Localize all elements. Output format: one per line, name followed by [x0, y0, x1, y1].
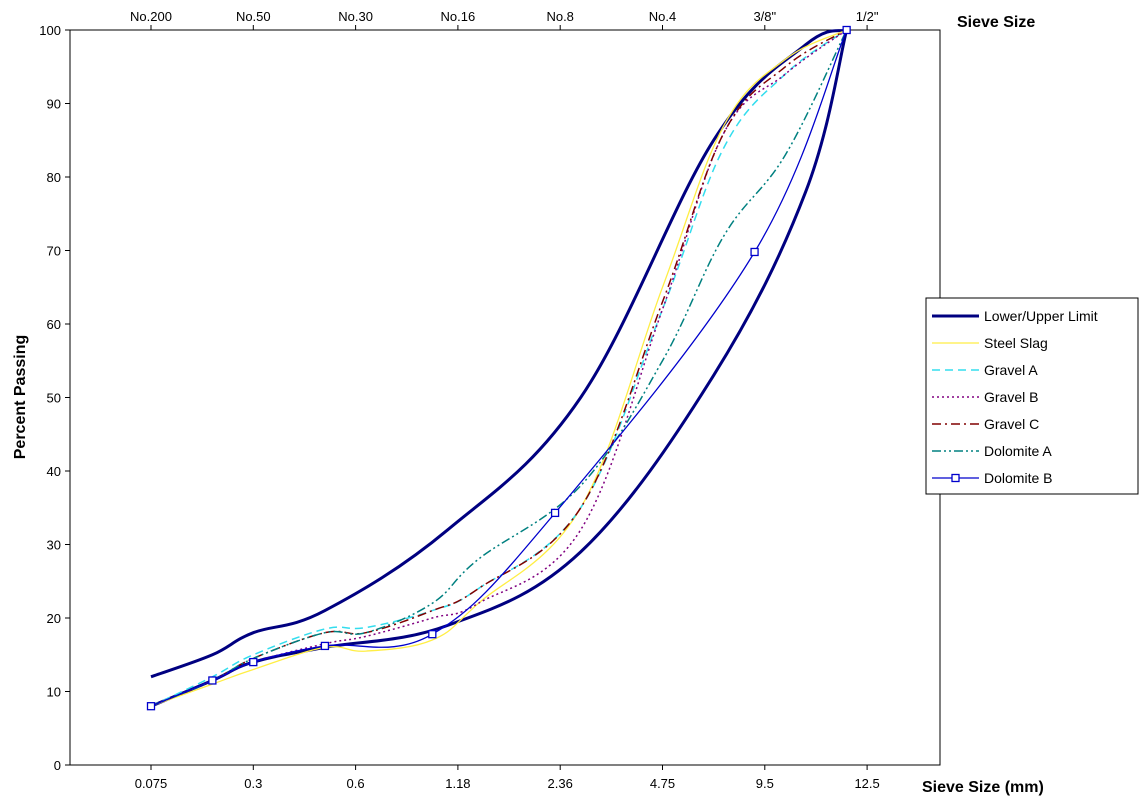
legend-label-dolomite-b: Dolomite B — [984, 470, 1052, 486]
top-axis-title: Sieve Size — [957, 14, 1035, 31]
plot-area — [69, 29, 941, 766]
x-tick-label: 9.5 — [756, 776, 774, 791]
x-tick-label: 4.75 — [650, 776, 675, 791]
top-tick-label: No.200 — [130, 9, 172, 24]
y-tick-label: 30 — [47, 538, 61, 553]
y-tick-label: 40 — [47, 464, 61, 479]
data-point — [249, 657, 258, 667]
legend-label-gravel-b: Gravel B — [984, 389, 1038, 405]
series-line-lower-upper-limit-2 — [150, 29, 849, 708]
top-tick-label: No.8 — [546, 9, 573, 24]
top-axis: No.200 No.50 No.30 No.16 No.8 No.4 3/8" 1/2" — [130, 9, 879, 30]
series-line-dolomite-b — [150, 29, 848, 707]
y-tick-label: 100 — [39, 23, 61, 38]
legend-label-steel-slag: Steel Slag — [984, 335, 1048, 351]
series-line-gravel-a — [150, 29, 848, 707]
top-tick-label: 1/2" — [856, 9, 879, 24]
x-tick-label: 2.36 — [548, 776, 573, 791]
series-line-gravel-b — [150, 29, 848, 707]
legend-label-gravel-c: Gravel C — [984, 416, 1039, 432]
y-axis-title: Percent Passing — [12, 335, 29, 460]
x-axis-title: Sieve Size (mm) — [922, 779, 1044, 796]
y-tick-label: 60 — [47, 317, 61, 332]
data-point — [428, 630, 437, 639]
plot-border — [69, 29, 941, 766]
y-tick-label: 10 — [47, 685, 61, 700]
y-tick-label: 0 — [54, 758, 61, 773]
data-point — [146, 702, 156, 711]
top-tick-label: No.16 — [441, 9, 476, 24]
x-tick-label: 1.18 — [445, 776, 470, 791]
x-tick-label: 12.5 — [854, 776, 879, 791]
series-line-lower-upper-limit — [150, 28, 848, 679]
legend-box — [925, 297, 1139, 495]
series-layer — [146, 25, 851, 711]
y-axis: 0 10 20 30 40 50 60 70 80 90 100 — [39, 23, 70, 773]
top-tick-label: No.4 — [649, 9, 676, 24]
x-tick-label: 0.3 — [244, 776, 262, 791]
data-point — [320, 641, 330, 651]
y-tick-label: 90 — [47, 97, 61, 112]
x-tick-label: 0.6 — [347, 776, 365, 791]
data-point — [842, 25, 851, 35]
data-point — [208, 676, 217, 685]
legend-label-dolomite-a: Dolomite A — [984, 443, 1052, 459]
data-point — [750, 247, 759, 257]
legend-marker — [951, 473, 960, 483]
legend: Lower/Upper Limit Steel Slag Gravel A Grave… — [925, 297, 1139, 495]
series-line-dolomite-a — [150, 29, 848, 707]
y-tick-label: 50 — [47, 391, 61, 406]
legend-label-lower-upper-limit: Lower/Upper Limit — [984, 308, 1098, 324]
y-tick-label: 70 — [47, 244, 61, 259]
bottom-axis: 0.075 0.3 0.6 1.18 2.36 4.75 9.5 12.5 — [135, 765, 880, 791]
data-point — [550, 508, 560, 518]
series-line-steel-slag — [150, 29, 847, 707]
y-tick-label: 20 — [47, 611, 61, 626]
y-tick-label: 80 — [47, 170, 61, 185]
top-tick-label: No.50 — [236, 9, 271, 24]
legend-label-gravel-a: Gravel A — [984, 362, 1038, 378]
top-tick-label: 3/8" — [753, 9, 776, 24]
x-tick-label: 0.075 — [135, 776, 168, 791]
top-tick-label: No.30 — [338, 9, 373, 24]
